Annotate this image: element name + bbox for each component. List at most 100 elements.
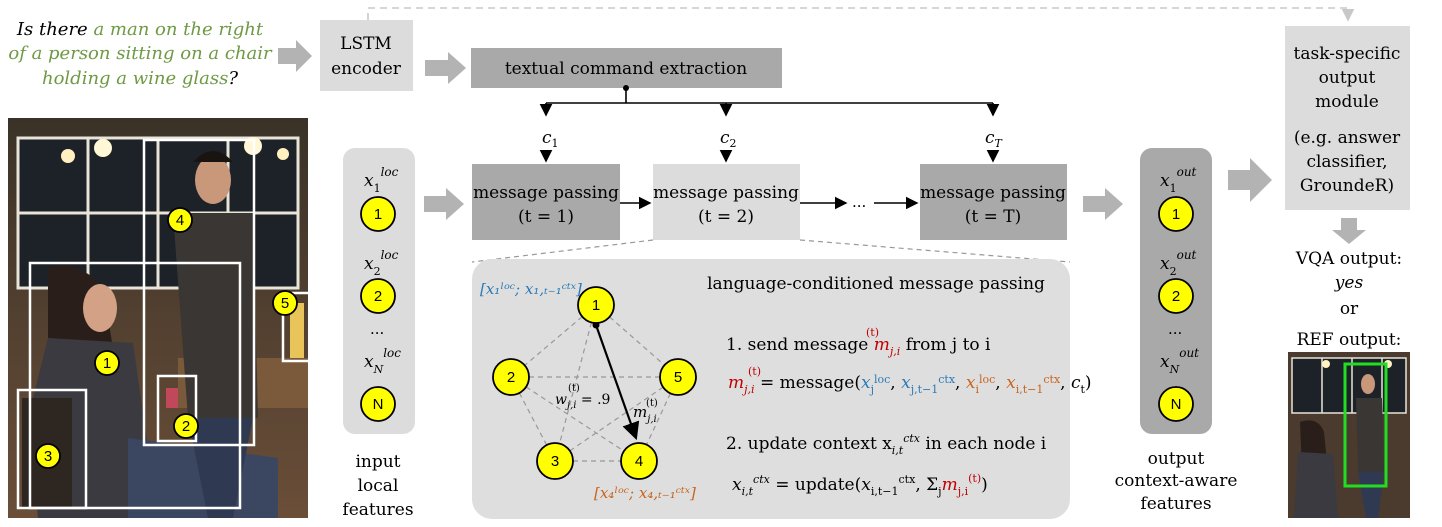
graph-node-2-label: 2	[507, 369, 515, 386]
input-node-N	[360, 386, 396, 422]
equation-1: mj,i = message(xjloc, xj,t−1ctx, xiloc, …	[728, 373, 1092, 396]
arrow-lstm-to-command	[425, 52, 466, 84]
task-line-1: task-specific	[1294, 44, 1401, 64]
graph-node-3-label: 3	[551, 453, 559, 470]
input-node-2-label: 2	[374, 288, 382, 305]
question-line-3: holding a wine glass?	[42, 68, 238, 89]
photo-marker-2-label: 2	[182, 418, 190, 435]
feedback-dashed-line	[367, 7, 1355, 22]
output-caption-1: output	[1148, 449, 1205, 469]
equation-1-sup: (t)	[748, 365, 761, 378]
lstm-label-2: encoder	[331, 59, 402, 79]
graph-node-4-label: 4	[635, 453, 643, 470]
output-node-2-label: 2	[1172, 288, 1180, 305]
input-caption-3: features	[342, 500, 413, 520]
input-x1-label: x1loc	[364, 165, 399, 195]
arrow-mp-to-output	[1083, 188, 1123, 220]
mp-box-t2	[653, 164, 800, 240]
input-node-N-label: N	[373, 396, 384, 413]
output-x2-label: x2out	[1160, 248, 1197, 278]
output-caption-2: context-aware	[1115, 471, 1238, 491]
task-line-5: classifier,	[1306, 152, 1387, 172]
output-node-1-label: 1	[1172, 206, 1180, 223]
input-ellipsis: ...	[370, 320, 384, 338]
scene-photo-art	[8, 118, 308, 518]
mp-label-t1: message passing	[473, 183, 619, 203]
mp-box-tT	[920, 164, 1067, 240]
vqa-output-value: yes	[1334, 273, 1364, 293]
input-caption-2: local	[358, 476, 399, 496]
output-node-N-label: N	[1171, 396, 1182, 413]
step-1-text: 1. send message mj,i from j to i	[726, 335, 991, 358]
photo-markers: 1 2 3 4 5	[35, 207, 298, 469]
output-ellipsis: ...	[1168, 320, 1182, 338]
photo-marker-3-label: 3	[44, 448, 52, 465]
command-c1: c1	[542, 128, 559, 150]
graph-node-2	[492, 358, 530, 396]
question-line-2: of a person sitting on a chair	[8, 43, 273, 64]
graph-nodes: 1 2 3 4 5	[492, 286, 697, 480]
ref-output-label: REF output:	[1297, 330, 1402, 350]
scene-photo	[8, 118, 308, 518]
output-node-2	[1158, 278, 1194, 314]
graph-node-5	[659, 358, 697, 396]
command-c2: c2	[720, 128, 737, 150]
photo-marker-4	[167, 207, 193, 233]
edge-message-sup: (t)	[646, 398, 658, 409]
gray-arrows	[278, 40, 1366, 244]
mp-ellipsis: ...	[852, 193, 866, 211]
edge-message: mj,i	[633, 403, 657, 425]
task-line-3: module	[1315, 92, 1379, 112]
graph-node-5-label: 5	[674, 369, 682, 386]
arrow-question-to-lstm	[278, 40, 312, 72]
output-node-N	[1158, 386, 1194, 422]
ref-output-art	[1288, 352, 1410, 518]
node-4-feature-tag: [x₄ˡᵒᶜ; x₄,ₜ₋₁ᶜᵗˣ]	[594, 484, 696, 502]
output-node-1	[1158, 196, 1194, 232]
task-line-2: output	[1319, 68, 1376, 88]
command-cT: cT	[985, 128, 1004, 150]
command-extraction-box	[471, 48, 782, 88]
task-module-box	[1285, 26, 1410, 210]
mp-time-t1: (t = 1)	[518, 207, 574, 227]
input-node-1	[360, 196, 396, 232]
photo-marker-2	[173, 413, 199, 439]
message-edge-1-to-4	[594, 324, 640, 441]
arrow-input-to-mp	[424, 188, 464, 220]
task-line-4: (e.g. answer	[1294, 128, 1401, 148]
question-line-1: Is there a man on the right	[16, 19, 264, 40]
photo-marker-4-label: 4	[176, 212, 184, 229]
lstm-label-1: LSTM	[340, 34, 392, 54]
mp-label-tT: message passing	[920, 183, 1066, 203]
edge-weight: wj,i = .9	[555, 392, 610, 411]
graph-node-4	[620, 442, 658, 480]
zoom-lines	[471, 239, 1071, 263]
step-1-sup: (t)	[866, 326, 879, 339]
ref-output-photo	[1288, 352, 1410, 518]
input-x2-label: x2loc	[364, 248, 399, 278]
vqa-output-label: VQA output:	[1295, 249, 1402, 269]
panel-title: language-conditioned message passing	[707, 274, 1045, 294]
graph-node-1	[577, 286, 615, 324]
lstm-encoder-box	[320, 20, 413, 91]
output-xN-label: xNout	[1160, 346, 1199, 376]
photo-marker-3	[35, 443, 61, 469]
photo-marker-5-label: 5	[281, 295, 289, 312]
graph-node-3	[536, 442, 574, 480]
command-extraction-label: textual command extraction	[505, 59, 747, 79]
mp-box-t1	[472, 164, 620, 240]
mp-time-t2: (t = 2)	[698, 207, 754, 227]
photo-marker-5	[272, 290, 298, 316]
input-node-1-label: 1	[374, 206, 382, 223]
task-line-6: GroundeR)	[1300, 176, 1394, 196]
output-x1-label: x1out	[1160, 165, 1197, 195]
graph-node-1-label: 1	[592, 297, 600, 314]
output-caption-3: features	[1140, 494, 1211, 514]
arrow-task-to-vqa	[1332, 218, 1366, 244]
input-caption-1: input	[355, 452, 400, 472]
mp-time-tT: (t = T)	[965, 207, 1022, 227]
input-xN-label: xNloc	[364, 346, 401, 376]
mp-label-t2: message passing	[653, 183, 799, 203]
